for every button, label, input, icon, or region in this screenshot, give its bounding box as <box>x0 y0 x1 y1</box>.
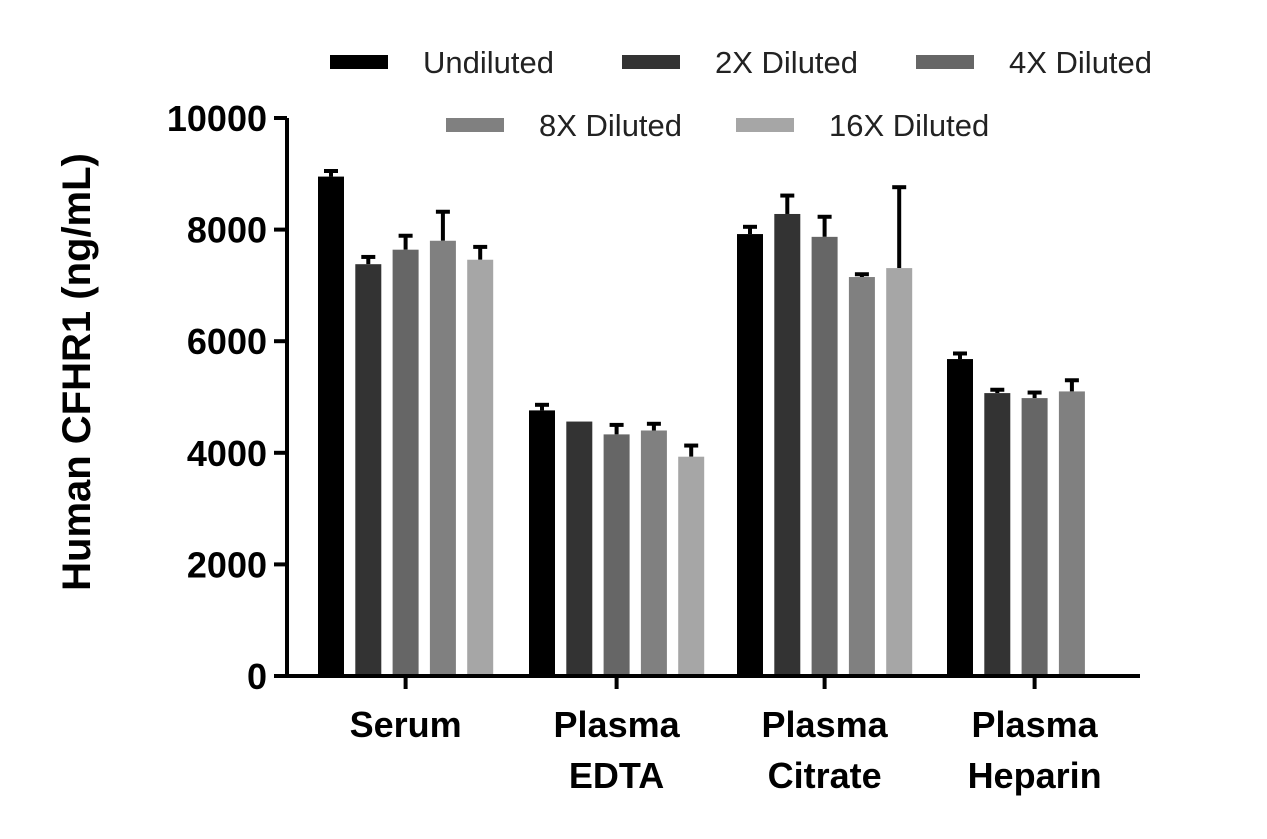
bar <box>886 268 913 676</box>
y-tick-label: 6000 <box>187 321 267 362</box>
bar <box>1021 398 1048 676</box>
bar <box>947 359 973 676</box>
y-tick-label: 4000 <box>187 433 267 474</box>
bars <box>318 169 1085 677</box>
bar <box>737 234 763 676</box>
y-tick-label: 10000 <box>167 98 267 139</box>
bar <box>429 240 456 676</box>
x-category-label: Plasma <box>972 704 1099 745</box>
bar <box>774 213 801 676</box>
y-axis: 0 2000 4000 6000 8000 10000 <box>167 98 289 697</box>
bar <box>640 430 667 676</box>
bar <box>848 277 875 676</box>
x-axis: Serum Plasma EDTA Plasma Citrate Plasma Hepari… <box>285 674 1140 796</box>
bar <box>1058 391 1085 676</box>
x-category-label: EDTA <box>569 755 664 796</box>
bar <box>678 456 705 676</box>
bar <box>984 393 1011 676</box>
y-tick-label: 2000 <box>187 544 267 585</box>
y-tick-label: 8000 <box>187 210 267 251</box>
bar <box>392 249 419 677</box>
x-category-label: Serum <box>350 704 462 745</box>
y-axis-title: Human CFHR1 (ng/mL) <box>55 153 99 591</box>
x-category-label: Citrate <box>768 755 882 796</box>
x-category-label: Plasma <box>762 704 889 745</box>
legend-swatch <box>736 118 794 132</box>
legend-swatch <box>622 55 680 69</box>
x-category-label: Heparin <box>968 755 1102 796</box>
legend-label: 16X Diluted <box>829 108 989 143</box>
bar <box>318 176 344 676</box>
legend-swatch <box>330 55 388 69</box>
bar <box>529 410 555 676</box>
bar <box>467 259 494 676</box>
y-tick-label: 0 <box>247 656 267 697</box>
legend-label: Undiluted <box>423 45 554 80</box>
x-category-label: Plasma <box>554 704 681 745</box>
legend-swatch <box>446 118 504 132</box>
bar <box>566 421 593 676</box>
legend-swatch <box>916 55 974 69</box>
legend-label: 2X Diluted <box>715 45 858 80</box>
legend: Undiluted 2X Diluted 4X Diluted 8X Diluted 1… <box>330 45 1152 143</box>
bar <box>355 264 382 676</box>
bar <box>811 236 838 676</box>
bar <box>603 434 630 676</box>
legend-label: 4X Diluted <box>1009 45 1152 80</box>
legend-label: 8X Diluted <box>539 108 682 143</box>
